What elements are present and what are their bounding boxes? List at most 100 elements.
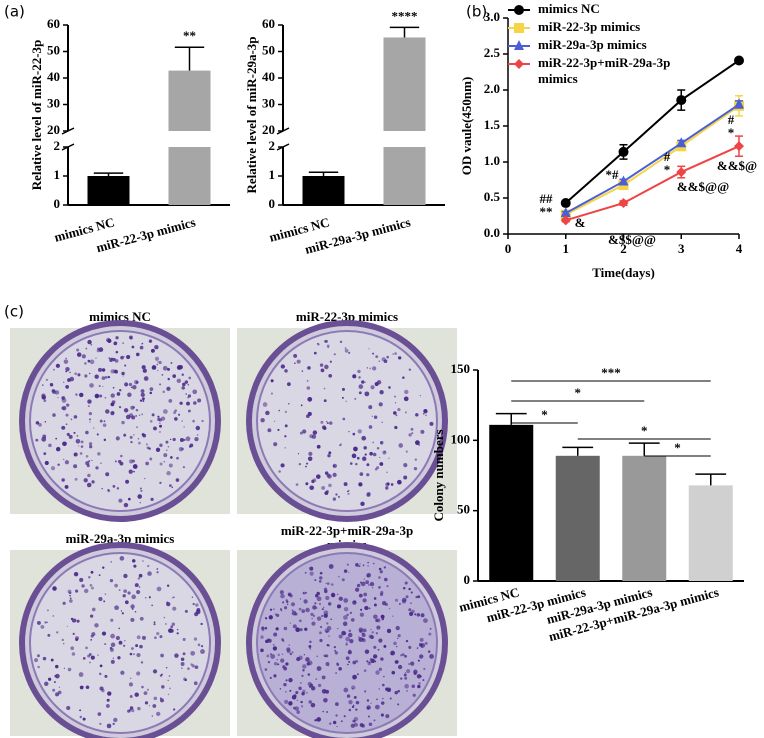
colony [180, 657, 185, 662]
colony [278, 409, 281, 412]
colony [141, 635, 146, 640]
colony [79, 577, 84, 583]
colony [283, 626, 288, 631]
colony [355, 708, 358, 711]
colony [298, 619, 302, 623]
colony [166, 386, 171, 391]
colony [274, 420, 276, 422]
colony [300, 404, 303, 407]
colony [120, 355, 124, 360]
colony [379, 592, 384, 596]
colony [44, 681, 49, 687]
colony [98, 384, 101, 388]
colony [197, 643, 201, 647]
colony [417, 595, 421, 599]
colony [393, 641, 397, 646]
colony [55, 673, 60, 679]
colony [75, 439, 81, 444]
colony [119, 461, 124, 466]
colony [299, 431, 303, 435]
colony [280, 364, 286, 369]
colony [372, 587, 374, 589]
colony [145, 461, 149, 466]
y-tick-label: 3.0 [484, 9, 500, 24]
colony [110, 642, 116, 648]
colony [130, 441, 133, 444]
colony [301, 370, 304, 372]
colony [302, 429, 307, 434]
colony [289, 622, 291, 624]
colony [326, 582, 330, 585]
colony [125, 479, 130, 484]
colony [285, 679, 288, 682]
colony [338, 575, 340, 578]
colony [276, 659, 278, 661]
colony [375, 632, 378, 635]
colony [309, 571, 314, 576]
colony [177, 413, 181, 416]
colony [345, 656, 350, 661]
colony [104, 593, 107, 595]
colony [344, 348, 349, 353]
bar [383, 147, 426, 205]
colony [153, 426, 157, 431]
colony [185, 436, 191, 442]
colony [301, 674, 304, 677]
colony [388, 386, 391, 389]
panel-label: (a) [4, 3, 25, 21]
colony [73, 571, 79, 577]
colony [382, 450, 387, 455]
colony [388, 457, 390, 460]
colony [376, 625, 381, 630]
colony [76, 619, 80, 623]
colony [182, 466, 186, 469]
colony [379, 456, 381, 459]
photo-title: mimics NC [89, 309, 151, 324]
colony [383, 577, 388, 582]
colony [321, 688, 327, 694]
colony [378, 402, 383, 407]
colony [109, 579, 114, 583]
panel-label: (c) [4, 303, 24, 321]
colony [348, 351, 351, 354]
colony [343, 715, 346, 718]
colony [149, 419, 153, 423]
colony [274, 661, 278, 666]
colony [150, 497, 154, 501]
significance-label: * [641, 423, 648, 438]
colony [356, 456, 360, 460]
colony [373, 645, 377, 649]
colony [404, 683, 409, 689]
colony [278, 470, 281, 473]
colony [131, 608, 134, 610]
colony [420, 429, 425, 434]
colony [340, 720, 343, 723]
colony [323, 606, 325, 609]
bar [489, 424, 534, 581]
colony [332, 497, 337, 501]
colony [161, 685, 165, 689]
y-tick-label: 60 [262, 16, 275, 31]
colony [97, 712, 102, 716]
colony [99, 664, 103, 668]
colony [175, 478, 180, 482]
colony [368, 661, 371, 664]
colony [192, 419, 195, 423]
colony [327, 474, 332, 479]
colony [43, 452, 47, 456]
colony [316, 444, 321, 449]
colony [170, 456, 173, 459]
colony [110, 402, 115, 407]
colony [376, 698, 378, 701]
y-tick-label: 1 [54, 167, 61, 182]
point [514, 59, 524, 69]
colony [131, 345, 135, 349]
colony [76, 352, 82, 357]
colony [427, 650, 431, 653]
colony [183, 677, 187, 681]
colony [50, 658, 54, 662]
legend-label: mimics NC [538, 1, 600, 16]
colony [119, 389, 122, 392]
